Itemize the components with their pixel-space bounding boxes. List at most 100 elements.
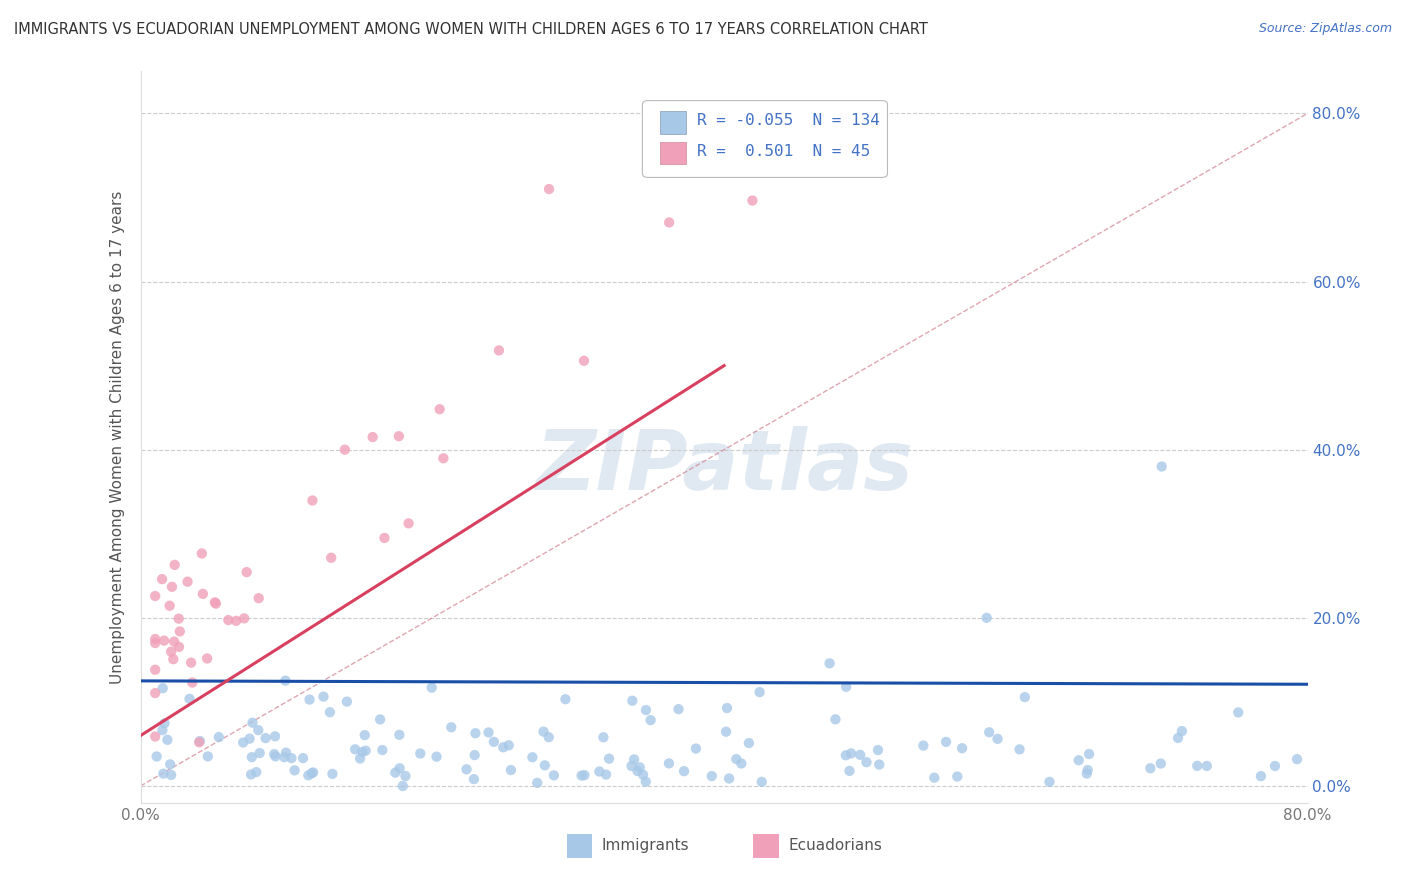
- Point: [391, 779, 413, 793]
- Point: [572, 353, 595, 368]
- Point: [634, 774, 657, 789]
- Point: [235, 565, 257, 579]
- Point: [217, 613, 239, 627]
- Point: [835, 748, 858, 763]
- Point: [1139, 761, 1161, 775]
- Point: [167, 640, 190, 654]
- Point: [264, 729, 287, 743]
- Point: [976, 611, 998, 625]
- Point: [297, 768, 319, 782]
- Point: [159, 599, 181, 613]
- Point: [628, 760, 651, 774]
- Point: [233, 611, 256, 625]
- Point: [150, 572, 173, 586]
- Point: [388, 728, 411, 742]
- Point: [409, 747, 432, 761]
- Point: [204, 595, 226, 609]
- Point: [623, 752, 645, 766]
- Point: [1171, 724, 1194, 739]
- Y-axis label: Unemployment Among Women with Children Ages 6 to 17 years: Unemployment Among Women with Children A…: [110, 190, 125, 684]
- Point: [205, 597, 228, 611]
- Point: [634, 703, 657, 717]
- Point: [188, 734, 211, 748]
- Point: [160, 645, 183, 659]
- Point: [160, 768, 183, 782]
- Point: [179, 691, 201, 706]
- Point: [321, 550, 343, 565]
- Point: [298, 692, 321, 706]
- Point: [1008, 742, 1031, 756]
- Point: [159, 757, 181, 772]
- Point: [145, 749, 167, 764]
- Text: R = -0.055  N = 134: R = -0.055 N = 134: [697, 113, 880, 128]
- Point: [388, 761, 411, 775]
- Point: [868, 757, 890, 772]
- Point: [912, 739, 935, 753]
- Point: [456, 763, 478, 777]
- Text: Ecuadorians: Ecuadorians: [789, 838, 882, 854]
- Point: [245, 765, 267, 780]
- Point: [482, 735, 505, 749]
- Point: [153, 716, 176, 731]
- Point: [1077, 763, 1099, 777]
- Point: [1150, 459, 1173, 474]
- Point: [143, 730, 166, 744]
- Point: [301, 766, 323, 780]
- Point: [658, 756, 681, 771]
- Point: [1227, 706, 1250, 720]
- Point: [543, 768, 565, 782]
- Point: [866, 743, 889, 757]
- Point: [538, 182, 561, 196]
- Point: [273, 750, 295, 764]
- Point: [748, 685, 770, 699]
- Point: [353, 728, 375, 742]
- Point: [191, 546, 214, 560]
- FancyBboxPatch shape: [659, 112, 686, 134]
- Point: [225, 614, 247, 628]
- Point: [152, 681, 174, 696]
- Point: [935, 735, 957, 749]
- Point: [673, 764, 696, 779]
- Point: [685, 741, 707, 756]
- Point: [208, 730, 231, 744]
- Point: [344, 742, 367, 756]
- Point: [301, 493, 323, 508]
- Point: [274, 746, 297, 760]
- FancyBboxPatch shape: [659, 142, 686, 164]
- Point: [264, 749, 287, 764]
- Point: [1187, 759, 1209, 773]
- Point: [979, 725, 1001, 739]
- Point: [302, 765, 325, 780]
- Point: [247, 723, 270, 738]
- Point: [658, 215, 681, 229]
- Point: [463, 772, 485, 786]
- Point: [738, 736, 761, 750]
- Point: [254, 731, 277, 745]
- Point: [730, 756, 752, 771]
- Point: [388, 429, 411, 443]
- Point: [464, 748, 486, 763]
- Point: [668, 702, 690, 716]
- Point: [1195, 759, 1218, 773]
- Point: [384, 765, 406, 780]
- Point: [163, 558, 186, 572]
- Text: Source: ZipAtlas.com: Source: ZipAtlas.com: [1258, 22, 1392, 36]
- Point: [1067, 753, 1090, 767]
- Point: [181, 675, 204, 690]
- Point: [1285, 752, 1308, 766]
- Point: [571, 769, 593, 783]
- Point: [398, 516, 420, 531]
- Point: [588, 764, 610, 779]
- Point: [537, 730, 560, 744]
- Point: [167, 612, 190, 626]
- Point: [714, 724, 737, 739]
- Point: [143, 636, 166, 650]
- Point: [1250, 769, 1272, 783]
- Point: [1014, 690, 1036, 705]
- Point: [180, 656, 202, 670]
- Point: [838, 764, 860, 778]
- Point: [498, 739, 520, 753]
- Point: [162, 652, 184, 666]
- Point: [232, 735, 254, 749]
- Point: [143, 589, 166, 603]
